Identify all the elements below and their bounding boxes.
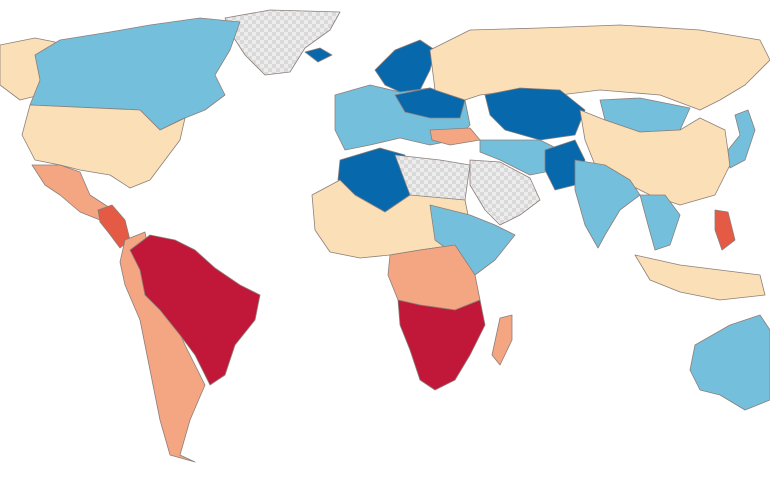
southern-africa: [397, 299, 486, 391]
eastern-europe: [394, 87, 466, 119]
greenland: [224, 9, 341, 76]
russia: [429, 24, 770, 111]
australia: [689, 314, 770, 411]
kazakhstan: [484, 87, 586, 141]
southeast-asia: [639, 194, 681, 251]
india: [574, 159, 641, 249]
brazil-region: [129, 234, 261, 386]
usa: [21, 104, 186, 189]
middle-east: [479, 139, 561, 176]
madagascar: [491, 314, 513, 366]
scandinavia: [374, 39, 436, 93]
indonesia: [634, 254, 766, 301]
japan: [727, 109, 756, 169]
philippines: [714, 209, 736, 251]
arabia: [469, 159, 541, 226]
turkey: [429, 127, 481, 146]
iceland: [304, 47, 333, 63]
east-africa: [429, 204, 516, 276]
countries: [0, 9, 770, 463]
